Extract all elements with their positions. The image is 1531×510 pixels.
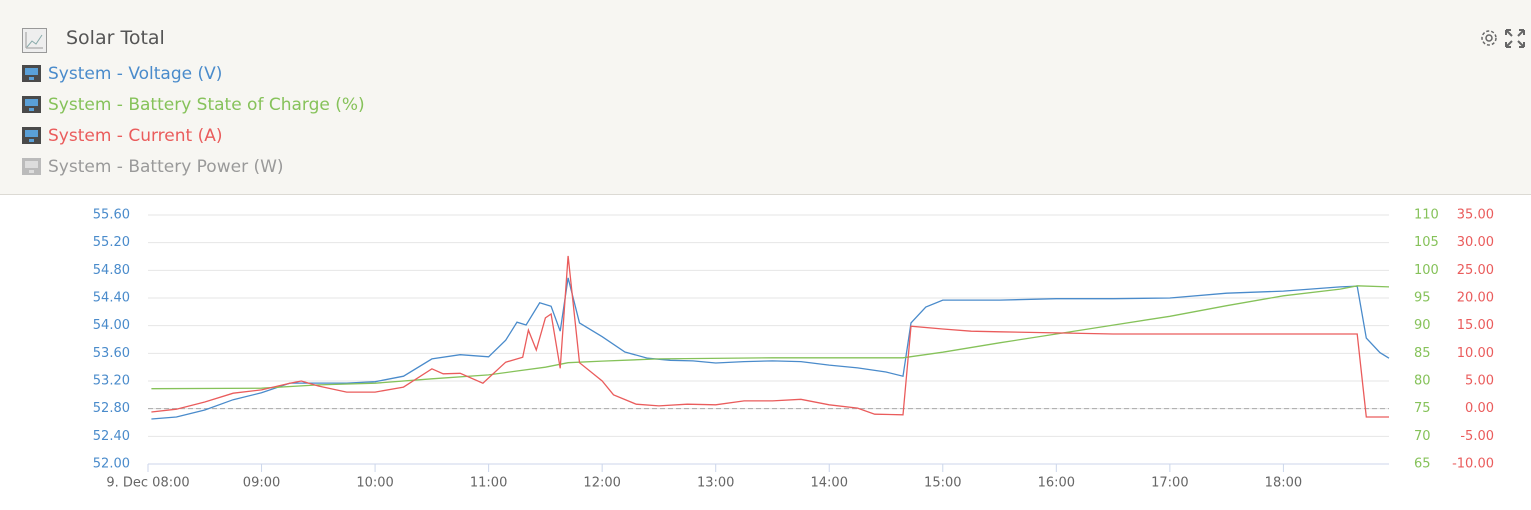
y-tick-label: 54.40: [93, 291, 130, 306]
series-line: [151, 255, 1389, 418]
y2-tick-label: 110: [1414, 208, 1439, 223]
legend-item[interactable]: System - Voltage (V): [22, 64, 222, 84]
legend-item[interactable]: System - Current (A): [22, 126, 222, 146]
y-tick-label: 52.40: [93, 429, 130, 444]
chart-icon: [22, 28, 47, 53]
y2-tick-label: 100: [1414, 263, 1439, 278]
y-tick-label: 52.80: [93, 401, 130, 416]
x-tick-label: 9. Dec 08:00: [106, 476, 189, 491]
legend-icon: [22, 127, 41, 144]
widget-title: Solar Total: [66, 27, 165, 49]
header-icons: [1481, 29, 1525, 48]
y-tick-label: 53.60: [93, 346, 130, 361]
x-tick-label: 17:00: [1151, 476, 1188, 491]
y3-tick-label: 5.00: [1465, 374, 1494, 389]
widget-header: Solar Total System - Voltage (V) System -…: [0, 0, 1531, 195]
y2-tick-label: 75: [1414, 401, 1431, 416]
y3-tick-label: -5.00: [1460, 429, 1494, 444]
series-line: [151, 285, 1390, 390]
y3-tick-label: 10.00: [1457, 346, 1494, 361]
legend-icon: [22, 65, 41, 82]
legend-item[interactable]: System - Battery State of Charge (%): [22, 95, 365, 115]
x-tick-label: 12:00: [583, 476, 620, 491]
y-tick-label: 53.20: [93, 374, 130, 389]
x-tick-label: 10:00: [356, 476, 393, 491]
y-tick-label: 55.60: [93, 208, 130, 223]
y2-tick-label: 80: [1414, 374, 1431, 389]
x-tick-label: 09:00: [243, 476, 280, 491]
y3-tick-label: 30.00: [1457, 235, 1494, 250]
y3-tick-label: 25.00: [1457, 263, 1494, 278]
y2-tick-label: 85: [1414, 346, 1431, 361]
legend-label: System - Current (A): [48, 126, 223, 146]
y2-tick-label: 70: [1414, 429, 1431, 444]
legend-label: System - Voltage (V): [48, 64, 223, 84]
x-tick-label: 13:00: [697, 476, 734, 491]
legend-icon: [22, 158, 41, 175]
y3-tick-label: 0.00: [1465, 401, 1494, 416]
y3-tick-label: 15.00: [1457, 318, 1494, 333]
y2-tick-label: 105: [1414, 235, 1439, 250]
x-tick-label: 15:00: [924, 476, 961, 491]
y2-tick-label: 90: [1414, 318, 1431, 333]
y-tick-label: 54.00: [93, 318, 130, 333]
y-tick-label: 52.00: [93, 457, 130, 472]
y-tick-label: 54.80: [93, 263, 130, 278]
y3-tick-label: -10.00: [1452, 457, 1494, 472]
legend-label: System - Battery State of Charge (%): [48, 95, 365, 115]
y2-tick-label: 95: [1414, 291, 1431, 306]
x-tick-label: 14:00: [811, 476, 848, 491]
x-tick-label: 18:00: [1265, 476, 1302, 491]
settings-button[interactable]: [1481, 30, 1497, 46]
legend-icon: [22, 96, 41, 113]
chart: 52.00 52.40 52.80 53.20 53.60 54.00 54.40 54.80…: [93, 208, 1494, 491]
expand-button[interactable]: [1505, 29, 1525, 48]
legend-item[interactable]: System - Battery Power (W): [22, 157, 284, 177]
x-tick-label: 16:00: [1038, 476, 1075, 491]
legend-label: System - Battery Power (W): [48, 157, 284, 177]
series-line: [151, 277, 1390, 420]
y3-tick-label: 20.00: [1457, 291, 1494, 306]
y3-tick-label: 35.00: [1457, 208, 1494, 223]
y-tick-label: 55.20: [93, 235, 130, 250]
y2-tick-label: 65: [1414, 457, 1431, 472]
x-tick-label: 11:00: [470, 476, 507, 491]
